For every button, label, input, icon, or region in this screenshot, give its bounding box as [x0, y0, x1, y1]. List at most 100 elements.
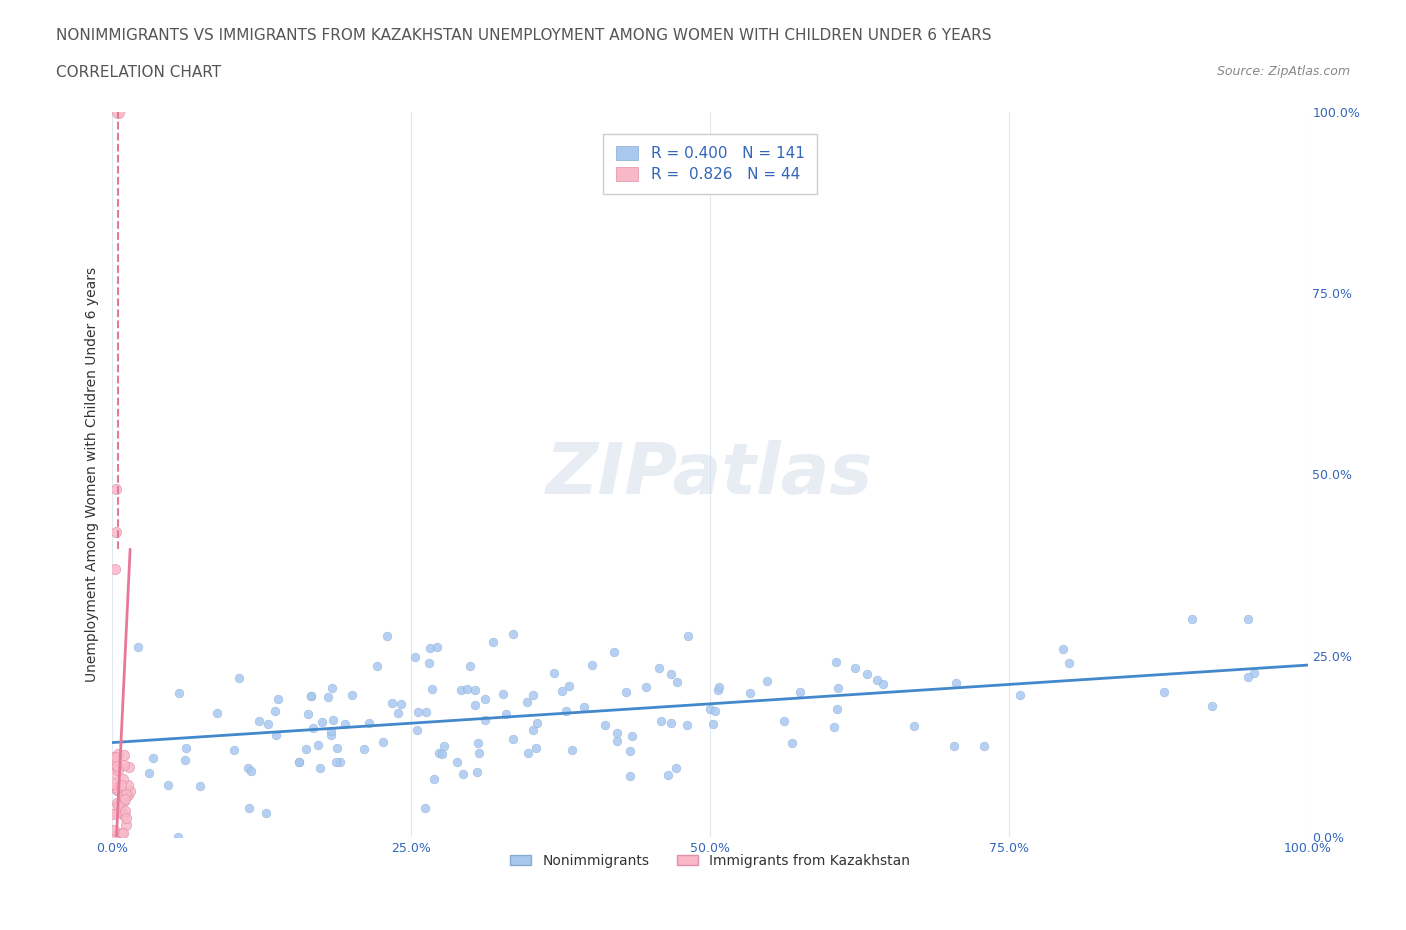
- Point: [112, 794, 135, 809]
- Point: [112, 748, 135, 763]
- Point: [707, 682, 730, 697]
- Text: CORRELATION CHART: CORRELATION CHART: [56, 65, 221, 80]
- Point: [105, 758, 128, 773]
- Point: [1010, 687, 1032, 702]
- Point: [650, 713, 672, 728]
- Point: [114, 791, 136, 806]
- Point: [634, 679, 657, 694]
- Point: [104, 757, 127, 772]
- Point: [114, 787, 136, 802]
- Point: [482, 634, 505, 649]
- Point: [224, 742, 246, 757]
- Point: [495, 707, 517, 722]
- Point: [474, 712, 496, 727]
- Point: [945, 675, 967, 690]
- Point: [264, 727, 287, 742]
- Point: [543, 666, 565, 681]
- Point: [321, 681, 343, 696]
- Point: [295, 742, 318, 757]
- Point: [419, 641, 441, 656]
- Point: [114, 811, 136, 826]
- Point: [450, 683, 472, 698]
- Point: [366, 658, 388, 673]
- Legend: Nonimmigrants, Immigrants from Kazakhstan: Nonimmigrants, Immigrants from Kazakhsta…: [505, 848, 915, 873]
- Point: [307, 737, 329, 752]
- Point: [249, 713, 271, 728]
- Point: [451, 766, 474, 781]
- Point: [522, 687, 544, 702]
- Point: [205, 705, 228, 720]
- Point: [502, 627, 524, 642]
- Point: [301, 689, 323, 704]
- Point: [167, 830, 190, 844]
- Point: [325, 755, 347, 770]
- Point: [780, 736, 803, 751]
- Point: [236, 761, 259, 776]
- Text: NONIMMIGRANTS VS IMMIGRANTS FROM KAZAKHSTAN UNEMPLOYMENT AMONG WOMEN WITH CHILDR: NONIMMIGRANTS VS IMMIGRANTS FROM KAZAKHS…: [56, 28, 991, 43]
- Point: [709, 680, 731, 695]
- Point: [699, 702, 721, 717]
- Point: [1201, 699, 1223, 714]
- Point: [112, 806, 135, 821]
- Point: [614, 685, 637, 700]
- Point: [661, 715, 683, 730]
- Point: [866, 672, 889, 687]
- Point: [103, 777, 125, 792]
- Point: [107, 104, 129, 119]
- Point: [827, 681, 849, 696]
- Point: [772, 713, 794, 728]
- Point: [104, 765, 127, 780]
- Point: [856, 667, 879, 682]
- Point: [502, 732, 524, 747]
- Point: [322, 712, 344, 727]
- Point: [107, 799, 129, 814]
- Point: [112, 757, 135, 772]
- Point: [105, 796, 128, 811]
- Y-axis label: Unemployment Among Women with Children Under 6 years: Unemployment Among Women with Children U…: [84, 267, 98, 682]
- Point: [522, 723, 544, 737]
- Point: [120, 784, 142, 799]
- Point: [111, 791, 134, 806]
- Point: [755, 673, 778, 688]
- Point: [665, 761, 688, 776]
- Point: [420, 682, 443, 697]
- Point: [1243, 666, 1265, 681]
- Point: [111, 788, 134, 803]
- Point: [101, 750, 124, 764]
- Point: [468, 746, 491, 761]
- Point: [321, 727, 343, 742]
- Point: [105, 482, 128, 497]
- Point: [387, 705, 409, 720]
- Point: [105, 829, 128, 844]
- Point: [188, 778, 211, 793]
- Point: [138, 765, 160, 780]
- Point: [329, 754, 352, 769]
- Point: [174, 740, 197, 755]
- Point: [517, 745, 540, 760]
- Point: [465, 764, 488, 779]
- Point: [326, 740, 349, 755]
- Point: [524, 740, 547, 755]
- Point: [107, 763, 129, 777]
- Point: [464, 698, 486, 712]
- Point: [1052, 642, 1074, 657]
- Point: [288, 755, 311, 770]
- Point: [299, 688, 322, 703]
- Text: ZIPatlas: ZIPatlas: [547, 440, 873, 509]
- Point: [621, 729, 644, 744]
- Point: [357, 716, 380, 731]
- Point: [117, 787, 139, 802]
- Point: [173, 752, 195, 767]
- Point: [309, 761, 332, 776]
- Point: [105, 782, 128, 797]
- Point: [389, 697, 412, 711]
- Point: [104, 779, 127, 794]
- Point: [678, 629, 700, 644]
- Point: [973, 738, 995, 753]
- Point: [105, 781, 128, 796]
- Point: [115, 817, 138, 832]
- Point: [408, 705, 430, 720]
- Point: [423, 772, 446, 787]
- Point: [117, 760, 139, 775]
- Point: [526, 715, 548, 730]
